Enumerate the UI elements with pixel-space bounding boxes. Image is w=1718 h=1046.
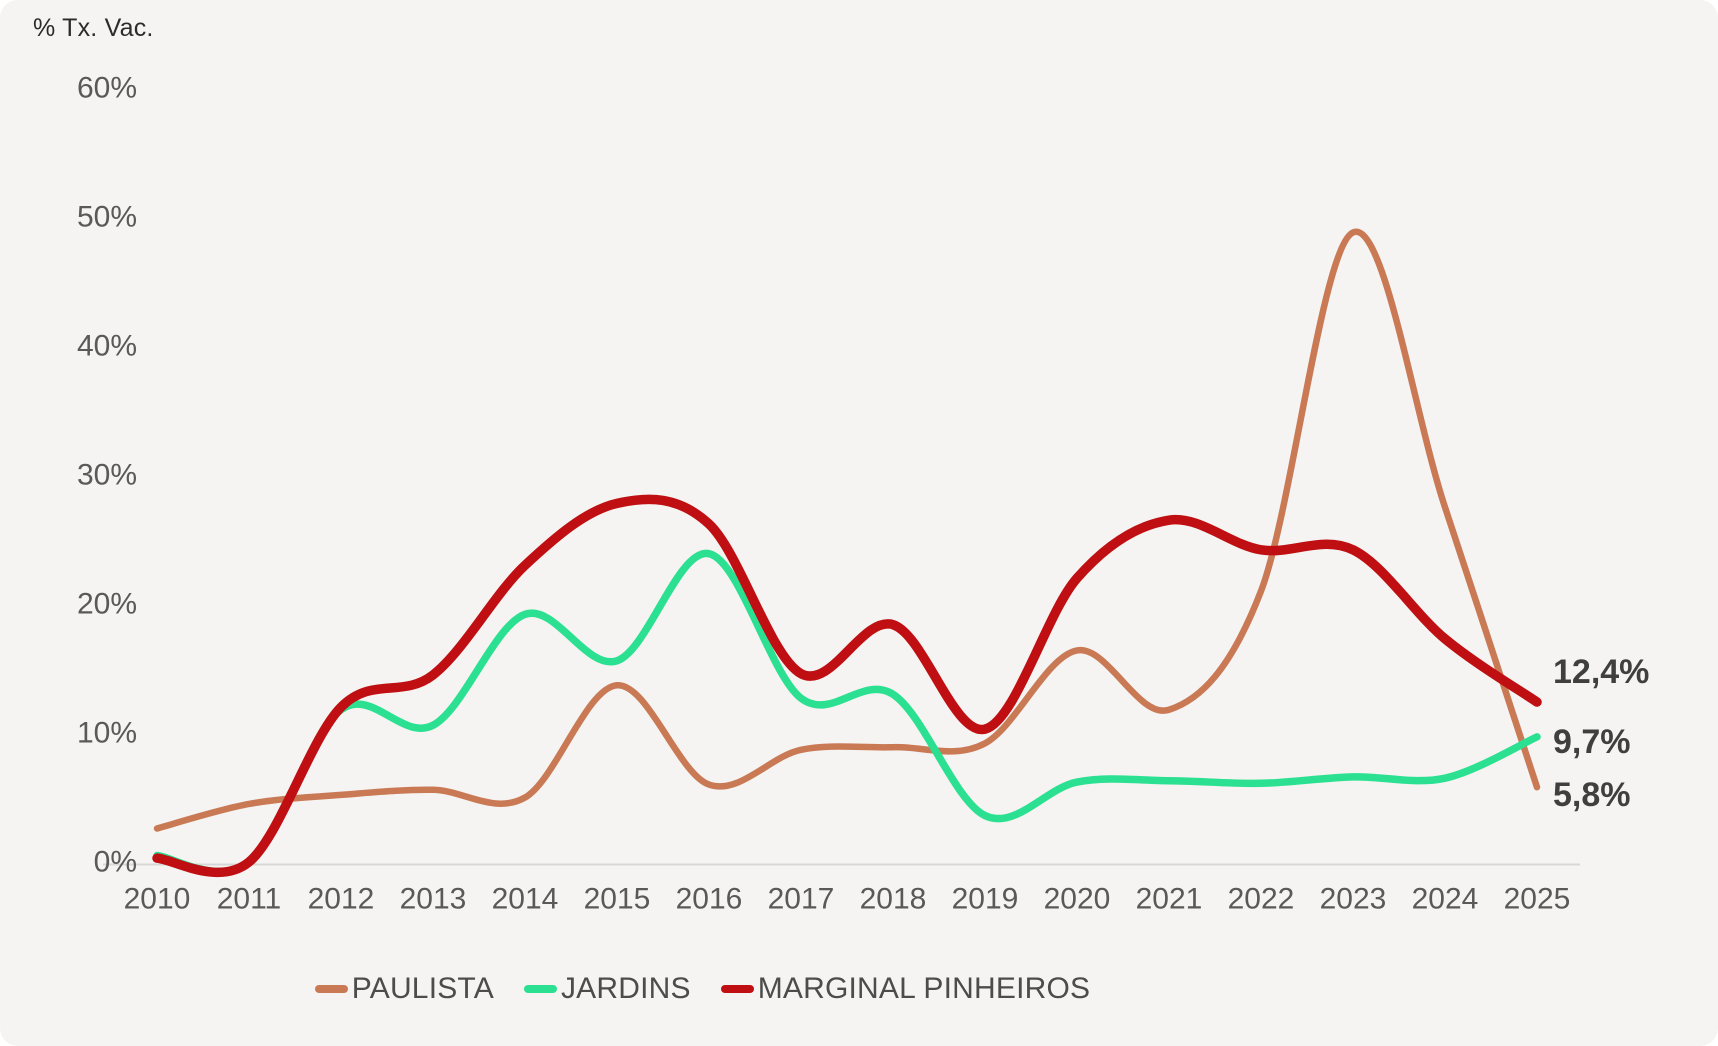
- legend-label-paulista: PAULISTA: [351, 972, 494, 1005]
- series-end-label-marginal-pinheiros: 12,4%: [1553, 653, 1649, 691]
- x-axis-tick-label: 2025: [1504, 883, 1571, 916]
- legend-swatch-paulista: [314, 985, 348, 993]
- x-axis-tick-label: 2024: [1412, 883, 1479, 916]
- legend-item-jardins: JARDINS: [523, 972, 691, 1006]
- x-axis-tick-label: 2020: [1044, 883, 1111, 916]
- series-line-jardins: [153, 549, 1541, 876]
- x-axis-tick-label: 2016: [676, 883, 743, 916]
- x-axis-tick-label: 2018: [860, 883, 927, 916]
- y-axis-tick-label: 40%: [77, 330, 137, 363]
- x-axis-tick-label: 2019: [952, 883, 1019, 916]
- x-axis-tick-label: 2014: [492, 883, 559, 916]
- x-axis-tick-label: 2015: [584, 883, 651, 916]
- y-axis-tick-label: 60%: [77, 72, 137, 105]
- series-end-label-jardins: 9,7%: [1553, 723, 1631, 761]
- legend-item-marginal-pinheiros: MARGINAL PINHEIROS: [720, 972, 1091, 1006]
- y-axis-tick-label: 0%: [94, 846, 137, 879]
- series-line-marginal-pinheiros: [152, 494, 1542, 878]
- x-axis-tick-label: 2012: [308, 883, 375, 916]
- legend-swatch-jardins: [523, 985, 557, 993]
- x-axis-tick-label: 2022: [1228, 883, 1295, 916]
- series-line-paulista: [153, 228, 1541, 832]
- x-axis-tick-label: 2010: [124, 883, 191, 916]
- y-axis-tick-label: 30%: [77, 459, 137, 492]
- x-axis-tick-label: 2011: [217, 883, 282, 916]
- legend: PAULISTA JARDINS MARGINAL PINHEIROS: [0, 972, 1405, 1006]
- x-axis-tick-label: 2013: [400, 883, 467, 916]
- legend-swatch-marginal-pinheiros: [720, 985, 754, 993]
- x-axis-tick-label: 2017: [768, 883, 835, 916]
- legend-label-marginal-pinheiros: MARGINAL PINHEIROS: [757, 972, 1091, 1005]
- legend-label-jardins: JARDINS: [560, 972, 691, 1005]
- legend-item-paulista: PAULISTA: [314, 972, 494, 1006]
- y-axis-tick-label: 50%: [77, 201, 137, 234]
- chart-title: % Tx. Vac.: [33, 14, 154, 42]
- y-axis-tick-label: 20%: [77, 588, 137, 621]
- y-axis-tick-label: 10%: [77, 717, 137, 750]
- x-axis-tick-label: 2023: [1320, 883, 1387, 916]
- x-axis-tick-label: 2021: [1136, 883, 1203, 916]
- series-end-label-paulista: 5,8%: [1553, 776, 1631, 814]
